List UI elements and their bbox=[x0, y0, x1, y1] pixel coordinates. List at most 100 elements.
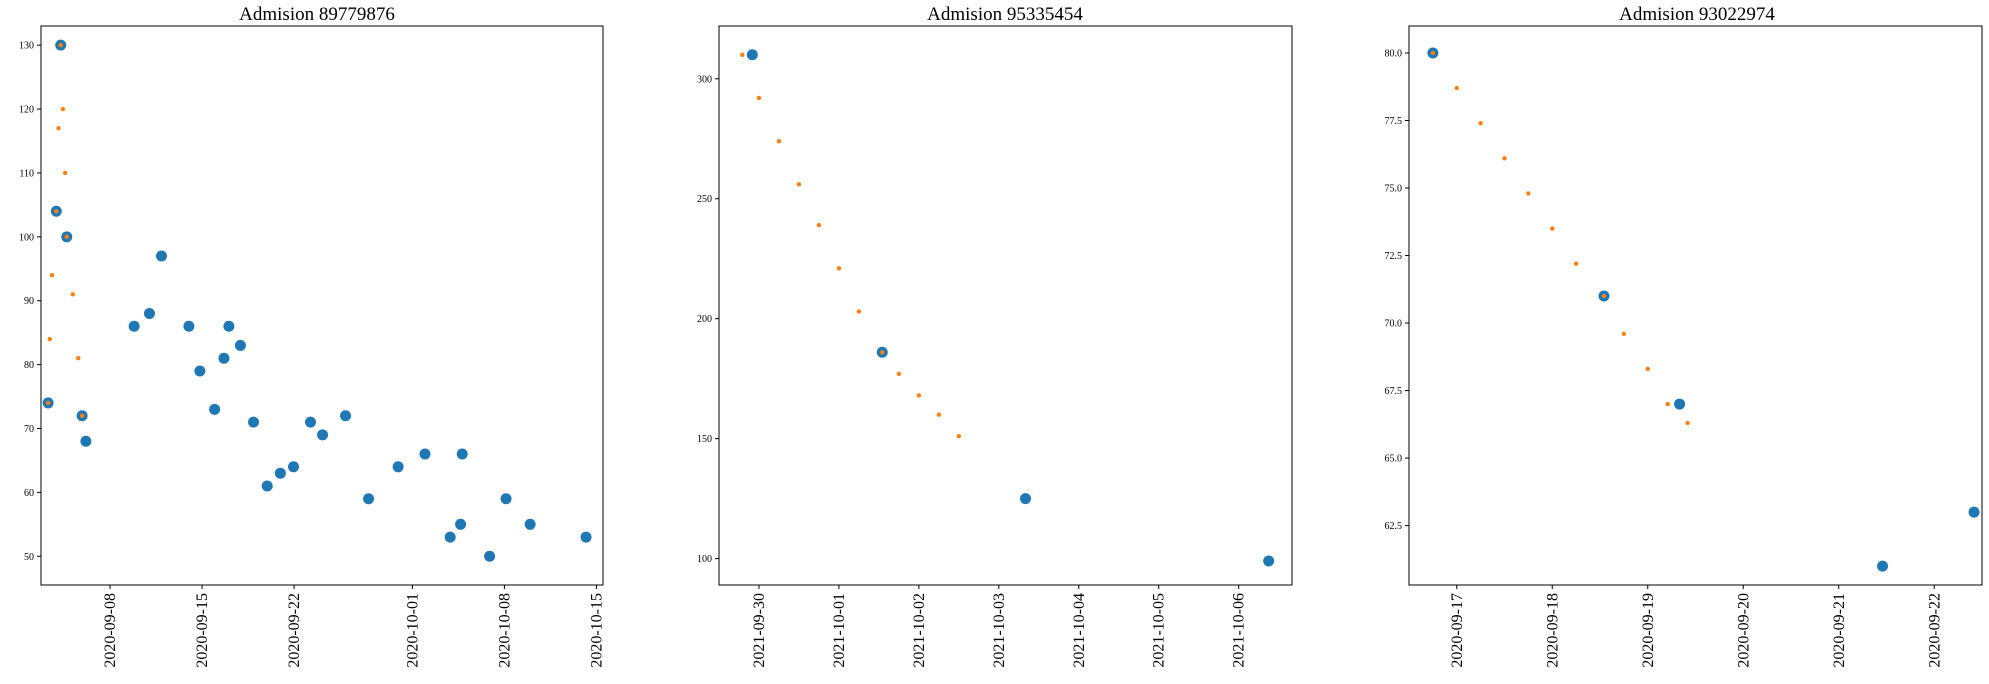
observed-point bbox=[363, 493, 375, 505]
y-tick-label: 250 bbox=[697, 194, 712, 205]
x-tick-label: 2020-10-08 bbox=[496, 593, 513, 668]
predicted-point bbox=[79, 413, 85, 418]
predicted-point bbox=[836, 266, 842, 271]
y-tick-label: 80.0 bbox=[1385, 49, 1403, 60]
observed-point bbox=[1019, 493, 1031, 505]
predicted-point bbox=[60, 106, 66, 112]
x-tick-label: 2021-10-05 bbox=[1151, 593, 1168, 668]
y-tick-label: 62.5 bbox=[1385, 521, 1403, 532]
observed-point bbox=[444, 531, 456, 543]
observed-point bbox=[746, 49, 758, 61]
y-tick-label: 80 bbox=[24, 360, 34, 371]
predicted-point bbox=[47, 336, 52, 342]
x-tick-label: 2020-09-22 bbox=[1926, 593, 1943, 668]
y-tick-label: 150 bbox=[697, 434, 712, 445]
observed-point bbox=[500, 493, 512, 505]
predicted-point bbox=[756, 95, 762, 101]
predicted-point bbox=[70, 292, 75, 297]
predicted-point bbox=[1454, 85, 1459, 91]
predicted-point bbox=[49, 272, 55, 278]
x-tick-label: 2020-09-19 bbox=[1640, 593, 1657, 668]
y-axis: 50 60 70 80 90 100 110 120 130 bbox=[19, 41, 41, 563]
y-tick-label: 50 bbox=[24, 552, 34, 563]
x-axis: 2020-09-17 2020-09-18 2020-09-19 2020-09-20… bbox=[1449, 585, 1943, 668]
observed-point bbox=[524, 518, 536, 530]
x-tick-label: 2020-09-08 bbox=[102, 593, 119, 668]
predicted-point bbox=[1526, 191, 1531, 196]
observed-point bbox=[80, 435, 92, 447]
observed-point bbox=[209, 403, 221, 415]
observed-point bbox=[419, 448, 431, 460]
observed-point bbox=[183, 320, 195, 332]
x-tick-label: 2020-09-21 bbox=[1831, 593, 1848, 668]
predicted-point bbox=[816, 222, 822, 228]
data-points bbox=[1427, 47, 1980, 572]
observed-point bbox=[317, 429, 329, 441]
predicted-point bbox=[776, 138, 782, 144]
y-tick-label: 200 bbox=[697, 314, 712, 325]
observed-point bbox=[143, 307, 155, 319]
observed-point bbox=[456, 448, 468, 460]
x-tick-label: 2021-10-04 bbox=[1071, 593, 1088, 668]
predicted-point bbox=[62, 170, 68, 176]
observed-point bbox=[1263, 555, 1275, 567]
x-axis: 2020-09-08 2020-09-15 2020-09-22 2020-10-01… bbox=[102, 585, 605, 668]
y-tick-label: 65.0 bbox=[1385, 454, 1403, 465]
predicted-point bbox=[1550, 226, 1555, 231]
x-tick-label: 2020-10-15 bbox=[588, 593, 605, 668]
x-tick-label: 2020-09-17 bbox=[1449, 593, 1466, 668]
data-points bbox=[42, 39, 592, 562]
chart-title: Admision 93022974 bbox=[1619, 4, 1775, 25]
observed-point bbox=[1877, 560, 1889, 572]
predicted-point bbox=[1601, 293, 1607, 299]
x-tick-label: 2021-10-02 bbox=[911, 593, 928, 668]
y-tick-label: 90 bbox=[24, 296, 34, 307]
y-tick-label: 120 bbox=[19, 105, 34, 116]
observed-point bbox=[455, 518, 467, 530]
predicted-point bbox=[796, 182, 802, 187]
x-tick-label: 2021-10-03 bbox=[991, 593, 1008, 668]
plot-frame bbox=[40, 25, 604, 586]
predicted-point bbox=[1665, 401, 1670, 407]
observed-point bbox=[1968, 506, 1980, 518]
predicted-point bbox=[740, 52, 745, 57]
predicted-point bbox=[916, 393, 922, 398]
predicted-point bbox=[76, 356, 81, 361]
observed-point bbox=[580, 531, 592, 543]
x-axis: 2021-09-30 2021-10-01 2021-10-02 2021-10-03… bbox=[751, 585, 1248, 668]
y-axis: 100 150 200 250 300 bbox=[697, 74, 719, 565]
x-tick-label: 2020-09-15 bbox=[194, 593, 211, 668]
predicted-point bbox=[1645, 366, 1650, 372]
predicted-point bbox=[1478, 121, 1483, 126]
y-tick-label: 130 bbox=[19, 41, 34, 52]
predicted-point bbox=[880, 350, 885, 355]
predicted-point bbox=[64, 234, 69, 240]
y-tick-label: 110 bbox=[19, 168, 34, 179]
observed-point bbox=[218, 352, 230, 364]
plot-frame bbox=[718, 25, 1293, 586]
observed-point bbox=[261, 480, 273, 492]
y-tick-label: 70 bbox=[24, 424, 34, 435]
chart-panel-admision-93022974: Admision 93022974 62.5 65.0 67.5 70.0 72.5 75… bbox=[1385, 4, 1983, 668]
y-tick-label: 60 bbox=[24, 488, 34, 499]
predicted-point bbox=[936, 412, 942, 417]
y-tick-label: 67.5 bbox=[1385, 386, 1403, 397]
chart-title: Admision 95335454 bbox=[927, 4, 1083, 25]
observed-point bbox=[304, 416, 316, 428]
observed-point bbox=[392, 461, 404, 473]
observed-point bbox=[484, 550, 496, 562]
chart-panel-admision-95335454: Admision 95335454 100 150 200 250 300 2021-0… bbox=[697, 4, 1293, 668]
observed-point bbox=[340, 410, 352, 422]
predicted-point bbox=[56, 126, 61, 131]
observed-point bbox=[248, 416, 260, 428]
predicted-point bbox=[54, 209, 59, 214]
predicted-point bbox=[896, 371, 902, 377]
y-tick-label: 77.5 bbox=[1385, 116, 1403, 127]
predicted-point bbox=[956, 434, 962, 439]
observed-point bbox=[223, 320, 235, 332]
data-points bbox=[740, 49, 1275, 567]
observed-point bbox=[156, 250, 168, 262]
x-tick-label: 2020-10-01 bbox=[404, 593, 421, 668]
predicted-point bbox=[1430, 50, 1436, 56]
